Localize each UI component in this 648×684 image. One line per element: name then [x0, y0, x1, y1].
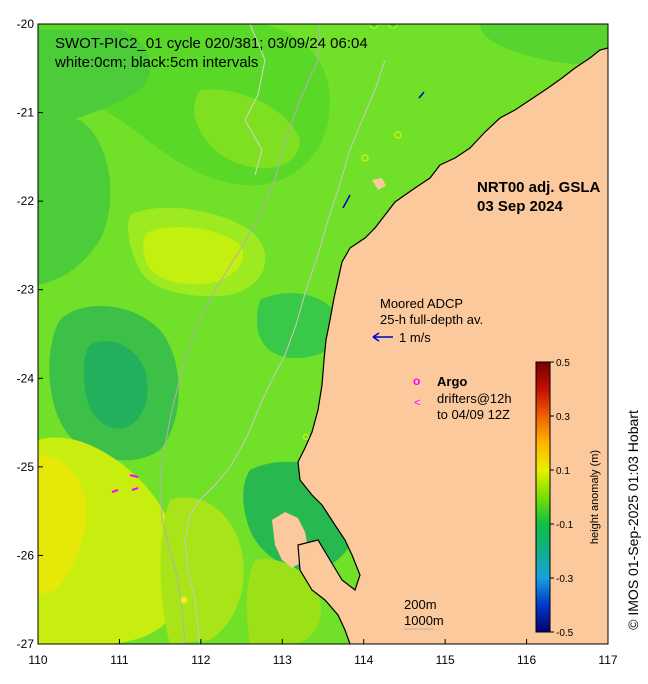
isobath-1000-label: 1000m	[404, 613, 444, 628]
adcp-legend: Moored ADCP 25-h full-depth av. 1 m/s	[372, 296, 483, 345]
argo-symbol: o	[413, 374, 420, 388]
x-axis: 110 111 112 113 114 115 116 117	[28, 639, 618, 667]
y-tick-label: -21	[17, 106, 35, 120]
island	[372, 178, 386, 190]
drifters-label: drifters@12h	[437, 391, 512, 406]
isobath-200m	[184, 59, 386, 644]
credit-text: © IMOS 01-Sep-2025 01:03 Hobart	[625, 410, 641, 630]
argo-legend: o Argo < drifters@12h to 04/09 12Z	[413, 374, 512, 422]
colorbar-tick-label: -0.5	[556, 628, 574, 639]
map-plot-area	[38, 24, 608, 644]
x-tick-label: 110	[28, 653, 47, 667]
map-title: SWOT-PIC2_01 cycle 020/381; 03/09/24 06:…	[55, 35, 368, 52]
adcp-arrowhead	[372, 332, 380, 342]
adcp-subtitle: 25-h full-depth av.	[380, 312, 483, 327]
x-tick-label: 113	[273, 653, 292, 667]
product-label: NRT00 adj. GSLA	[477, 179, 601, 196]
coastline	[297, 47, 608, 644]
sla-blob	[143, 227, 244, 285]
y-axis: -20 -21 -22 -23 -24 -25 -26 -27	[17, 17, 43, 651]
y-tick-label: -27	[17, 637, 35, 651]
colorbar-tick-label: 0.1	[556, 466, 570, 477]
x-tick-label: 111	[110, 653, 129, 667]
isobath-200-label: 200m	[404, 597, 437, 612]
y-tick-label: -25	[17, 460, 35, 474]
map-subtitle: white:0cm; black:5cm intervals	[54, 54, 258, 71]
colorbar: 0.5 0.3 0.1 -0.1 -0.3 -0.5 height anomaly (m)	[535, 358, 601, 639]
y-tick-label: -24	[17, 371, 35, 385]
isobath-1000m	[159, 24, 321, 644]
sla-blob	[38, 110, 111, 285]
adcp-title: Moored ADCP	[380, 296, 463, 311]
map-frame	[37, 23, 609, 645]
colorbar-tick-label: -0.1	[556, 520, 574, 531]
sla-blob	[38, 455, 86, 595]
colorbar-ticks: 0.5 0.3 0.1 -0.1 -0.3 -0.5	[550, 358, 574, 639]
y-tick-label: -23	[17, 283, 35, 297]
colorbar-label: height anomaly (m)	[589, 450, 601, 544]
y-tick-label: -26	[17, 548, 35, 562]
drifter-tracks	[111, 474, 139, 493]
land-mass	[298, 24, 608, 644]
isobath-shelf	[244, 24, 266, 176]
colorbar-tick-label: 0.3	[556, 412, 570, 423]
argo-floats	[180, 24, 402, 604]
colorbar-tick-label: -0.3	[556, 574, 574, 585]
y-tick-label: -20	[17, 17, 35, 31]
x-tick-label: 117	[598, 653, 617, 667]
sla-field	[38, 24, 608, 644]
sla-blob	[38, 30, 151, 130]
y-tick-label: -22	[17, 194, 35, 208]
sla-blob	[194, 89, 300, 169]
sla-blob	[480, 24, 608, 65]
colorbar-tick-label: 0.5	[556, 358, 570, 369]
sla-blob	[246, 559, 321, 644]
product-date: 03 Sep 2024	[477, 198, 564, 215]
x-tick-label: 116	[517, 653, 536, 667]
adcp-vectors	[342, 91, 425, 209]
drifters-time: to 04/09 12Z	[437, 407, 510, 422]
x-tick-label: 112	[191, 653, 210, 667]
adcp-scale-label: 1 m/s	[399, 330, 431, 345]
drifter-symbol: <	[414, 397, 420, 409]
x-tick-label: 114	[354, 653, 373, 667]
sla-blob	[83, 341, 148, 429]
sla-blob	[256, 292, 341, 359]
x-tick-label: 115	[436, 653, 455, 667]
argo-label: Argo	[437, 374, 467, 389]
colorbar-scale	[535, 361, 551, 633]
